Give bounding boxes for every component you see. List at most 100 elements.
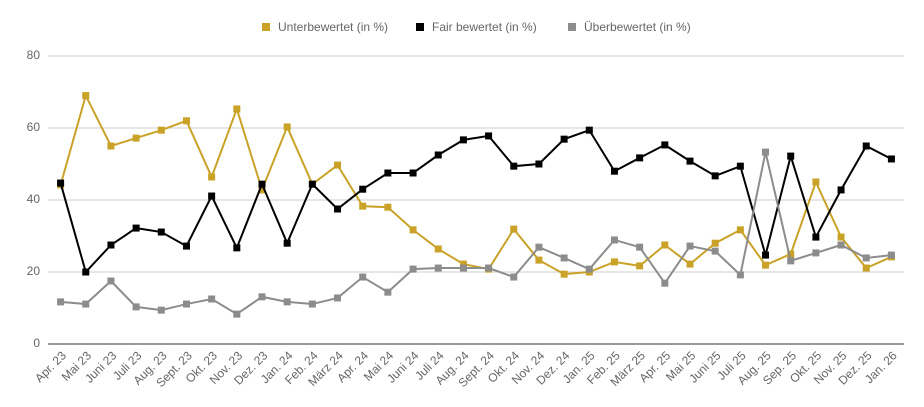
point-marker (762, 251, 770, 259)
point-marker (182, 117, 190, 125)
legend-label: Überbewertet (in %) (584, 20, 691, 34)
point-marker (283, 123, 291, 131)
series-line (60, 151, 892, 316)
point-marker (812, 233, 820, 241)
point-marker (787, 250, 795, 258)
point-marker (359, 273, 367, 281)
point-marker (736, 271, 744, 279)
point-marker (787, 257, 795, 265)
point-marker (359, 202, 367, 210)
point-marker (812, 249, 820, 257)
legend-swatch (568, 23, 576, 31)
point-marker (585, 265, 593, 273)
point-marker (837, 186, 845, 194)
point-marker (157, 126, 165, 134)
point-marker (409, 169, 417, 177)
point-marker (157, 228, 165, 236)
point-marker (384, 203, 392, 211)
point-marker (762, 148, 770, 156)
point-marker (535, 256, 543, 264)
point-marker (535, 243, 543, 251)
point-marker (283, 298, 291, 306)
point-marker (711, 239, 719, 247)
point-marker (182, 300, 190, 308)
point-marker (82, 92, 90, 100)
point-marker (233, 310, 241, 318)
point-marker (812, 178, 820, 186)
point-marker (560, 135, 568, 143)
y-tick-label: 80 (27, 48, 41, 62)
point-marker (510, 162, 518, 170)
point-marker (610, 167, 618, 175)
point-marker (459, 136, 467, 144)
point-marker (258, 186, 266, 194)
point-marker (459, 264, 467, 272)
point-marker (82, 300, 90, 308)
point-marker (686, 260, 694, 268)
point-marker (107, 142, 115, 150)
point-marker (233, 244, 241, 252)
y-tick-label: 40 (27, 192, 41, 206)
legend-swatch (262, 23, 270, 31)
point-marker (57, 179, 65, 187)
point-marker (384, 288, 392, 296)
point-marker (459, 260, 467, 268)
legend-swatch (416, 23, 424, 31)
point-marker (208, 295, 216, 303)
point-marker (510, 273, 518, 281)
point-marker (434, 151, 442, 159)
point-marker (107, 277, 115, 285)
point-marker (610, 236, 618, 244)
point-marker (862, 254, 870, 262)
point-marker (510, 225, 518, 233)
point-marker (887, 251, 895, 259)
legend-label: Unterbewertet (in %) (278, 20, 388, 34)
point-marker (208, 173, 216, 181)
point-marker (384, 169, 392, 177)
point-marker (736, 162, 744, 170)
point-marker (686, 242, 694, 250)
legend-label: Fair bewertet (in %) (432, 20, 537, 34)
point-marker (862, 264, 870, 272)
point-marker (887, 155, 895, 163)
point-marker (837, 233, 845, 241)
point-marker (409, 265, 417, 273)
point-marker (661, 141, 669, 149)
point-marker (787, 152, 795, 160)
point-marker (233, 105, 241, 113)
point-marker (636, 154, 644, 162)
point-marker (258, 293, 266, 301)
y-tick-label: 0 (33, 336, 40, 350)
point-marker (585, 126, 593, 134)
point-marker (334, 161, 342, 169)
point-marker (107, 241, 115, 249)
point-marker (711, 247, 719, 255)
point-marker (636, 262, 644, 270)
point-marker (686, 157, 694, 165)
point-marker (258, 180, 266, 188)
point-marker (485, 132, 493, 140)
point-marker (308, 300, 316, 308)
point-marker (157, 306, 165, 314)
point-marker (661, 241, 669, 249)
y-tick-label: 60 (27, 120, 41, 134)
point-marker (560, 270, 568, 278)
point-marker (434, 245, 442, 253)
point-marker (182, 242, 190, 250)
point-marker (762, 261, 770, 269)
point-marker (636, 243, 644, 251)
point-marker (434, 264, 442, 272)
point-marker (334, 294, 342, 302)
point-marker (711, 172, 719, 180)
y-tick-label: 20 (27, 264, 41, 278)
point-marker (308, 180, 316, 188)
point-marker (661, 279, 669, 287)
point-marker (359, 185, 367, 193)
point-marker (736, 226, 744, 234)
series-line (59, 92, 892, 276)
point-marker (208, 192, 216, 200)
point-marker (57, 298, 65, 306)
point-marker (132, 303, 140, 311)
point-marker (535, 160, 543, 168)
